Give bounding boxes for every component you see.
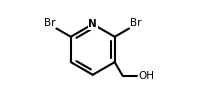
Text: Br: Br (129, 18, 141, 28)
Text: N: N (88, 19, 97, 29)
Text: OH: OH (137, 71, 153, 81)
Text: Br: Br (44, 18, 55, 28)
